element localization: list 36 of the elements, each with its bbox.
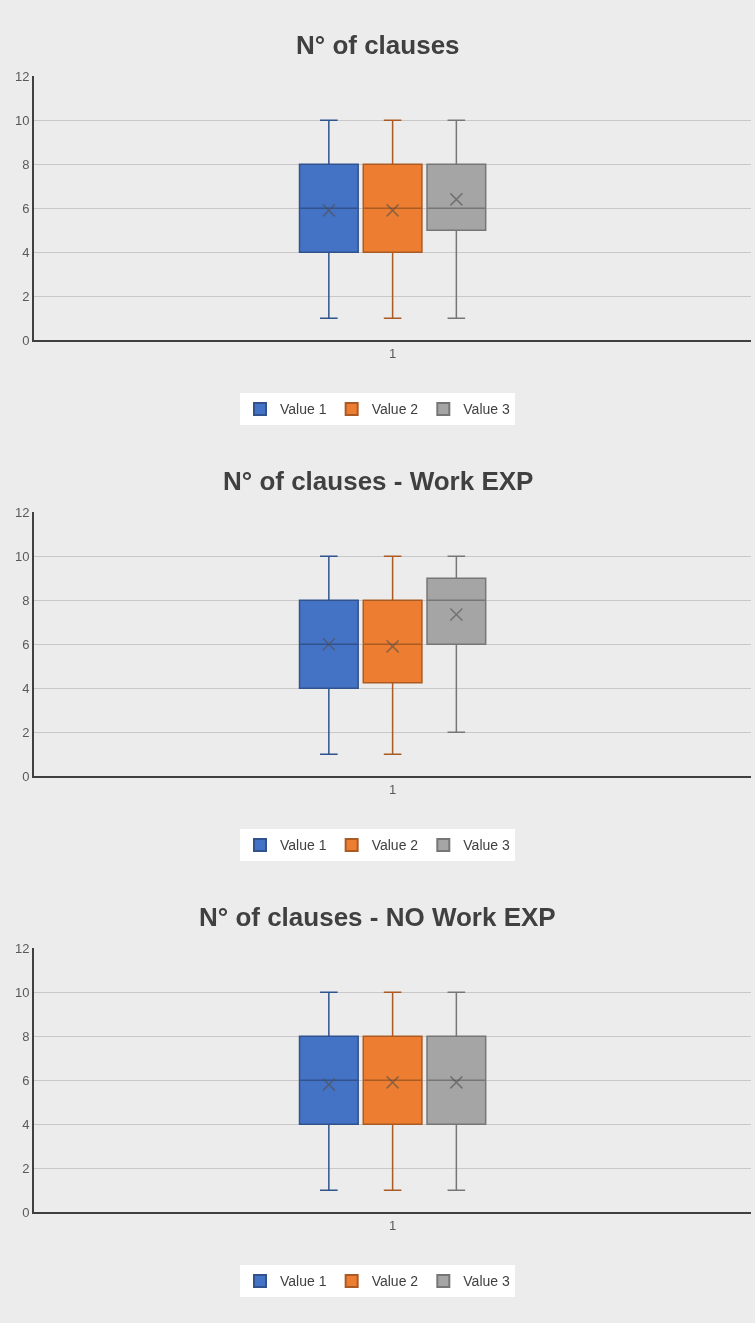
- chart-title: N° of clauses - NO Work EXP: [199, 902, 556, 932]
- legend-label: Value 3: [463, 837, 510, 854]
- x-tick-label: 1: [388, 1217, 397, 1233]
- y-tick-label: 4: [22, 680, 30, 696]
- y-tick-label: 12: [14, 68, 30, 84]
- y-tick-label: 2: [22, 724, 30, 740]
- legend-label: Value 2: [371, 1273, 419, 1290]
- y-tick-label: 2: [22, 1160, 30, 1176]
- y-tick-label: 6: [22, 200, 30, 216]
- y-tick-label: 10: [14, 548, 30, 564]
- y-tick-label: 2: [22, 288, 30, 304]
- legend-label: Value 3: [463, 401, 510, 418]
- y-tick-label: 12: [14, 940, 30, 956]
- y-tick-label: 8: [22, 156, 30, 172]
- legend-label: Value 3: [463, 1273, 510, 1290]
- legend-label: Value 2: [371, 837, 419, 854]
- chart-title: N° of clauses - Work EXP: [223, 466, 534, 496]
- y-tick-label: 4: [22, 1116, 30, 1132]
- y-tick-label: 6: [22, 636, 30, 652]
- legend-label: Value 1: [280, 1273, 327, 1290]
- y-tick-label: 10: [14, 112, 30, 128]
- y-tick-label: 0: [22, 332, 30, 348]
- y-tick-label: 12: [14, 504, 30, 520]
- y-tick-label: 8: [22, 1028, 30, 1044]
- y-tick-label: 6: [22, 1072, 30, 1088]
- legend-label: Value 1: [280, 401, 327, 418]
- x-tick-label: 1: [388, 781, 397, 797]
- y-tick-label: 8: [22, 592, 30, 608]
- legend-label: Value 2: [371, 401, 419, 418]
- y-tick-label: 10: [14, 984, 30, 1000]
- x-tick-label: 1: [388, 345, 397, 361]
- y-tick-label: 0: [22, 1204, 30, 1220]
- y-tick-label: 4: [22, 244, 30, 260]
- y-tick-label: 0: [22, 768, 30, 784]
- legend-label: Value 1: [280, 837, 327, 854]
- chart-title: N° of clauses: [296, 30, 460, 60]
